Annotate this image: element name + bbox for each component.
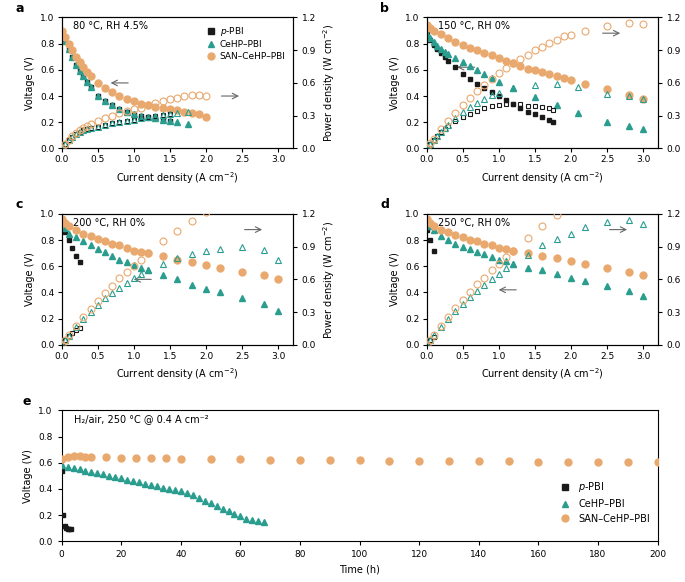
- Text: c: c: [16, 198, 23, 211]
- Y-axis label: Voltage (V): Voltage (V): [390, 56, 400, 110]
- Text: H₂/air, 250 °C @ 0.4 A cm⁻²: H₂/air, 250 °C @ 0.4 A cm⁻²: [73, 414, 208, 424]
- Y-axis label: Power density (W cm$^{-2}$): Power density (W cm$^{-2}$): [321, 24, 338, 142]
- X-axis label: Time (h): Time (h): [339, 565, 380, 575]
- Y-axis label: Voltage (V): Voltage (V): [25, 253, 35, 306]
- Legend: $p$-PBI, CeHP–PBI, SAN–CeHP–PBI: $p$-PBI, CeHP–PBI, SAN–CeHP–PBI: [558, 477, 653, 527]
- Y-axis label: Voltage (V): Voltage (V): [25, 56, 35, 110]
- Text: a: a: [16, 2, 24, 15]
- Text: d: d: [380, 198, 389, 211]
- X-axis label: Current density (A cm$^{-2}$): Current density (A cm$^{-2}$): [481, 366, 603, 382]
- Y-axis label: Power density (W cm$^{-2}$): Power density (W cm$^{-2}$): [321, 220, 338, 339]
- X-axis label: Current density (A cm$^{-2}$): Current density (A cm$^{-2}$): [116, 170, 238, 186]
- Text: 80 °C, RH 4.5%: 80 °C, RH 4.5%: [73, 22, 148, 31]
- Legend: $p$-PBI, CeHP–PBI, SAN–CeHP–PBI: $p$-PBI, CeHP–PBI, SAN–CeHP–PBI: [204, 22, 288, 64]
- X-axis label: Current density (A cm$^{-2}$): Current density (A cm$^{-2}$): [481, 170, 603, 186]
- Text: 200 °C, RH 0%: 200 °C, RH 0%: [73, 218, 145, 228]
- Text: e: e: [23, 395, 32, 408]
- Text: 150 °C, RH 0%: 150 °C, RH 0%: [438, 22, 510, 31]
- Text: b: b: [380, 2, 389, 15]
- Y-axis label: Voltage (V): Voltage (V): [23, 449, 33, 503]
- Y-axis label: Voltage (V): Voltage (V): [390, 253, 400, 306]
- Text: 250 °C, RH 0%: 250 °C, RH 0%: [438, 218, 510, 228]
- X-axis label: Current density (A cm$^{-2}$): Current density (A cm$^{-2}$): [116, 366, 238, 382]
